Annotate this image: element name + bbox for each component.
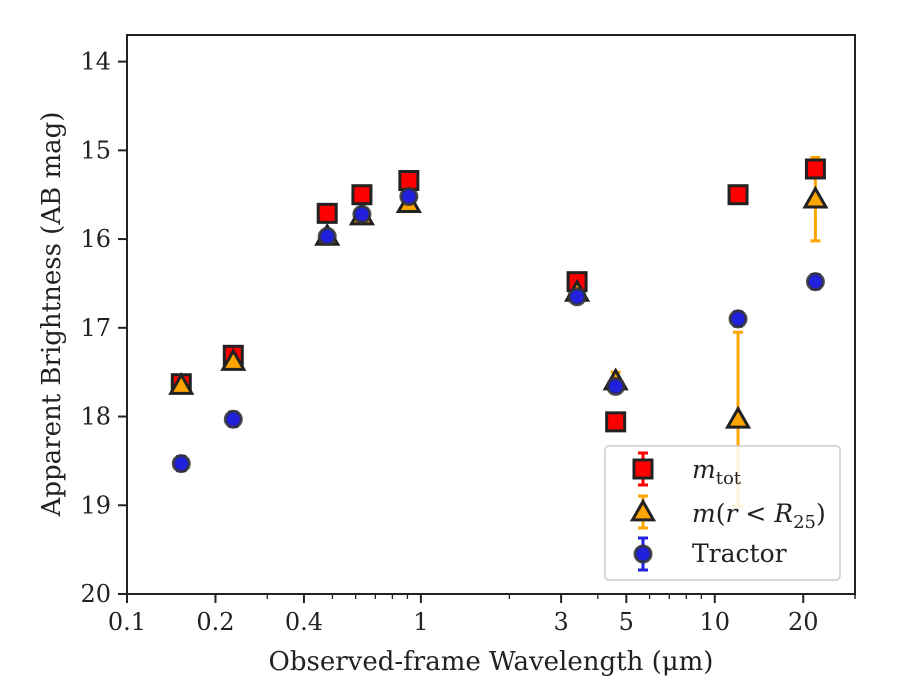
x-tick-label: 5 [619,608,634,636]
y-tick-label: 15 [80,136,111,164]
legend-frame [604,445,841,581]
legend-marker-square [632,458,654,480]
y-tick-label: 16 [80,225,111,253]
data-point-circle [728,309,748,329]
legend-marker-circle [633,544,653,564]
x-tick-label: 1 [413,608,428,636]
data-point-circle [399,186,419,206]
legend-markers [629,451,657,572]
data-point-square [605,411,627,433]
legend: mtot m(r < R25) Tractor [604,445,841,581]
legend-label-tractor: Tractor [692,539,787,568]
data-point-triangle [802,185,829,209]
x-tick-label: 3 [553,608,568,636]
markers-layer [168,158,829,474]
x-tick-label: 0.4 [285,608,323,636]
data-point-square [727,184,749,206]
data-point-circle [171,454,191,474]
data-point-triangle [168,371,195,395]
data-point-square [316,202,338,224]
x-axis-label: Observed-frame Wavelength (μm) [269,647,714,677]
y-tick-label: 20 [80,580,111,608]
x-tick-label: 20 [788,608,819,636]
x-tick-label: 10 [700,608,731,636]
y-axis-label: Apparent Brightness (AB mag) [37,112,67,518]
data-point-circle [223,409,243,429]
y-tick-label: 14 [80,48,111,76]
x-axis: 0.1 0.2 0.4 1 3 5 10 20 [108,594,856,636]
data-point-square [351,184,373,206]
data-point-circle [352,204,372,224]
data-point-circle [805,272,825,292]
y-axis: 14 15 16 17 18 19 20 [80,48,127,608]
data-point-circle [317,226,337,246]
x-tick-label: 0.2 [196,608,234,636]
y-tick-label: 19 [80,491,111,519]
x-tick-label: 0.1 [108,608,146,636]
data-point-circle [567,287,587,307]
data-point-triangle [220,348,247,371]
data-point-square [398,170,420,192]
legend-marker-triangle [629,498,657,522]
y-tick-label: 18 [80,403,111,431]
plot-frame [126,34,856,595]
data-point-square [804,158,826,180]
data-point-triangle [724,405,752,429]
data-point-circle [606,376,626,396]
y-tick-label: 17 [80,314,111,342]
